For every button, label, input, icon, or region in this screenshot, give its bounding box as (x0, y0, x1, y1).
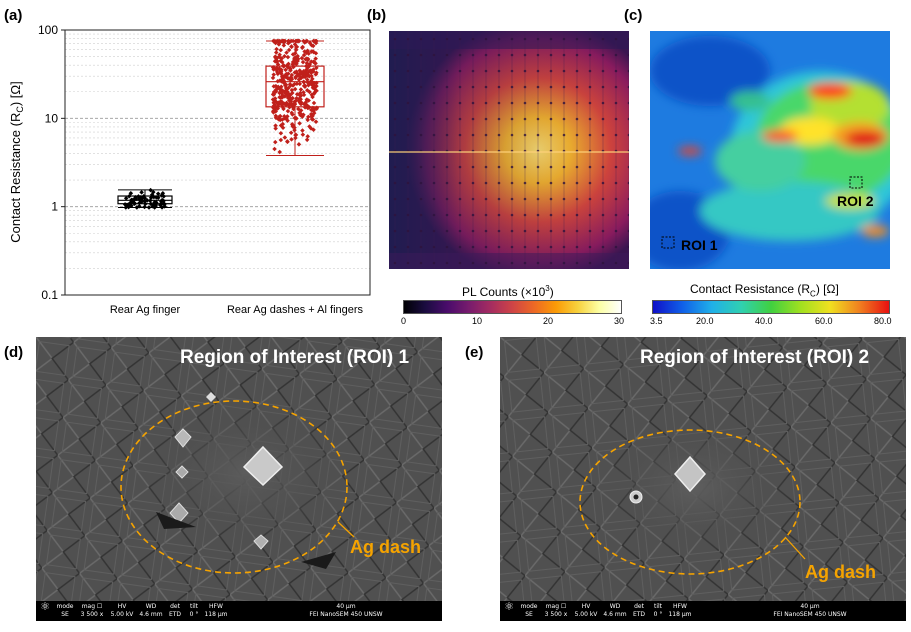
sem-roi2-title: Region of Interest (ROI) 2 (640, 347, 870, 368)
sem-logo-icon: ⚛ (504, 600, 514, 613)
data-point (278, 137, 284, 143)
sem-texture (36, 337, 442, 601)
panel-label-c: (c) (624, 7, 643, 24)
roi1-box (661, 236, 675, 249)
box-plot-chart: 0.1 1 10 100 Contact Resistance (RC) [Ω] Re… (8, 23, 371, 316)
rc-colorbar (652, 300, 890, 314)
data-point (273, 83, 279, 89)
data-point (139, 190, 144, 195)
sem-texture (500, 337, 906, 601)
data-point (306, 82, 311, 88)
data-point (274, 46, 279, 52)
panel-label-d: (d) (4, 344, 24, 361)
data-point (272, 107, 277, 113)
pl-colorbar (403, 300, 622, 314)
sem-info-bar: ⚛ mode SE mag ☐ 3 500 x HV 5.00 kV WD 4.6 mm… (36, 601, 442, 621)
data-point (289, 44, 294, 50)
sem-image-roi1: Region of Interest (ROI) 1 Ag dash ⚛ mod… (36, 337, 442, 621)
data-point (282, 135, 288, 140)
x-category-label: Rear Ag dashes + Al fingers (227, 304, 364, 316)
data-point (278, 47, 283, 53)
sem-roi2-ag-label: Ag dash (805, 562, 877, 582)
data-point (285, 108, 291, 114)
panel-label-a: (a) (4, 7, 23, 24)
data-point (273, 139, 278, 145)
data-point (271, 72, 276, 77)
sem-roi1-ag-label: Ag dash (350, 537, 422, 557)
y-tick-label: 1 (51, 200, 58, 214)
data-point (301, 112, 306, 118)
ag-dash-outline (120, 400, 348, 574)
data-point (290, 52, 296, 57)
data-point (285, 139, 290, 145)
roi2-label: ROI 2 (837, 193, 874, 209)
data-point (309, 107, 314, 113)
data-point (282, 53, 287, 59)
pl-colorbar-title: PL Counts (×103) (462, 284, 554, 299)
data-point (313, 119, 319, 125)
rc-colorbar-tick: 80.0 (874, 316, 892, 326)
data-point (303, 100, 309, 105)
y-tick-label: 0.1 (41, 288, 58, 302)
data-point (297, 121, 302, 126)
y-axis-label: Contact Resistance (RC) [Ω] (8, 81, 25, 242)
rc-colorbar-title: Contact Resistance (RC) [Ω] (690, 282, 839, 299)
chart-gridlines (65, 33, 370, 269)
sem-roi1-title: Region of Interest (ROI) 1 (180, 347, 410, 368)
pl-colorbar-tick: 30 (614, 316, 625, 326)
data-point (298, 87, 304, 92)
data-point (300, 132, 306, 137)
plot-frame (64, 29, 371, 296)
data-point (314, 65, 319, 71)
contact-resistance-map: ROI 2 ROI 1 (650, 31, 890, 269)
data-point (296, 142, 302, 147)
pl-colorbar-tick: 20 (543, 316, 554, 326)
rc-colorbar-tick: 40.0 (755, 316, 773, 326)
data-point (288, 130, 294, 136)
data-point (290, 95, 295, 101)
ag-dash-outline (579, 429, 801, 575)
pl-colorbar-tick: 10 (472, 316, 483, 326)
data-point (273, 126, 278, 131)
panel-label-e: (e) (465, 344, 484, 361)
pl-colorbar-tick: 0 (401, 316, 407, 326)
y-tick-label: 100 (38, 23, 58, 37)
rc-colorbar-tick: 20.0 (696, 316, 714, 326)
rc-colorbar-tick: 60.0 (815, 316, 833, 326)
data-point (123, 196, 129, 201)
data-point (285, 54, 291, 60)
data-point (311, 100, 317, 106)
sem-info-bar: ⚛ mode SE mag ☐ 3 500 x HV 5.00 kV WD 4.6 mm… (500, 601, 906, 621)
data-point (280, 121, 286, 127)
data-point (300, 44, 305, 50)
roi1-label: ROI 1 (681, 237, 718, 253)
data-point (301, 92, 307, 98)
data-point (289, 137, 294, 142)
sem-image-roi2: Region of Interest (ROI) 2 Ag dash ⚛ mod… (500, 337, 906, 621)
rc-colorbar-tick: 3.5 (650, 316, 663, 326)
data-point (307, 40, 313, 46)
data-point (292, 86, 298, 92)
x-category-label: Rear Ag finger (110, 304, 181, 316)
data-point (279, 102, 284, 108)
data-point (278, 130, 284, 136)
data-point (272, 146, 277, 152)
roi2-box (849, 176, 863, 189)
sem-logo-icon: ⚛ (40, 600, 50, 613)
y-tick-label: 10 (45, 111, 59, 125)
panel-label-b: (b) (367, 7, 387, 24)
pl-image (389, 31, 629, 269)
data-point (300, 128, 305, 133)
